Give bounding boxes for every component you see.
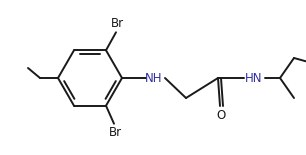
- Text: HN: HN: [245, 71, 263, 84]
- Text: Br: Br: [110, 17, 124, 30]
- Text: NH: NH: [145, 71, 163, 84]
- Text: Br: Br: [108, 126, 121, 139]
- Text: O: O: [217, 109, 226, 122]
